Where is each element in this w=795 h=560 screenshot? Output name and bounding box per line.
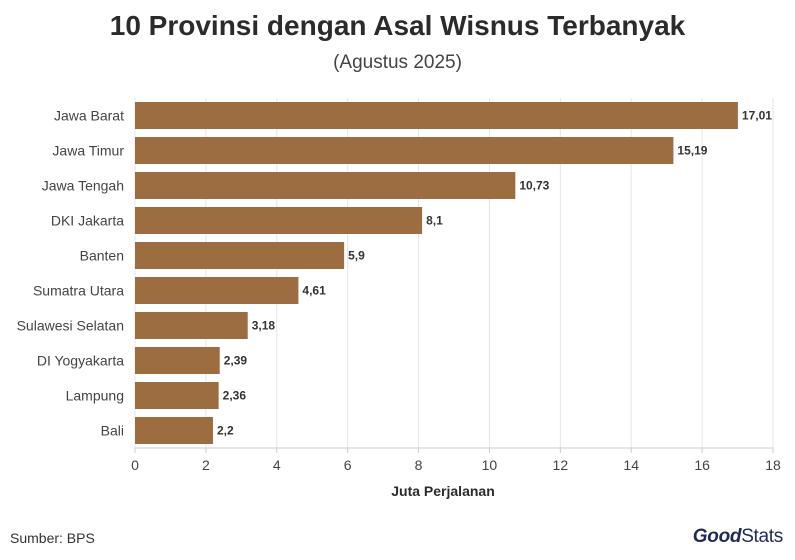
bar-bali <box>135 417 213 444</box>
category-label: DI Yogyakarta <box>37 353 124 369</box>
bar-jawa-tengah <box>135 172 516 199</box>
x-tick-label: 0 <box>131 457 139 473</box>
category-label: Lampung <box>66 388 124 404</box>
category-label: Jawa Barat <box>54 108 124 124</box>
bar-di-yogyakarta <box>135 347 220 374</box>
x-tick-label: 16 <box>694 457 710 473</box>
category-label: Bali <box>101 423 124 439</box>
x-tick-label: 10 <box>482 457 498 473</box>
x-tick-label: 12 <box>553 457 569 473</box>
category-label: Sulawesi Selatan <box>17 318 124 334</box>
bar-sulawesi-selatan <box>135 312 248 339</box>
category-label: Jawa Tengah <box>42 178 124 194</box>
goodstats-logo: GoodStats <box>692 526 784 548</box>
bar-sumatra-utara <box>135 277 299 304</box>
x-tick-label: 8 <box>415 457 423 473</box>
x-tick-label: 18 <box>765 457 781 473</box>
x-tick-label: 6 <box>344 457 352 473</box>
bar-jawa-timur <box>135 137 674 164</box>
value-label: 4,61 <box>302 284 326 298</box>
category-label: Sumatra Utara <box>33 283 124 299</box>
category-label: Jawa Timur <box>52 143 124 159</box>
logo-text-good: Good <box>692 526 742 547</box>
bar-banten <box>135 242 345 269</box>
value-label: 2,2 <box>217 424 234 438</box>
x-axis-ticks: 0 2 4 6 8 10 12 14 16 18 <box>131 448 781 473</box>
value-label: 10,73 <box>519 179 549 193</box>
bars <box>135 102 738 444</box>
value-label: 15,19 <box>677 144 707 158</box>
source-note: Sumber: BPS <box>10 530 95 546</box>
x-tick-label: 4 <box>273 457 281 473</box>
category-label: Banten <box>80 248 124 264</box>
value-label: 2,36 <box>223 389 247 403</box>
value-label: 3,18 <box>252 319 276 333</box>
x-tick-label: 14 <box>623 457 639 473</box>
value-label: 17,01 <box>742 109 772 123</box>
bar-jawa-barat <box>135 102 738 129</box>
x-tick-label: 2 <box>202 457 210 473</box>
bar-lampung <box>135 382 219 409</box>
x-axis-label: Juta Perjalanan <box>391 483 495 499</box>
category-label: DKI Jakarta <box>51 213 124 229</box>
category-labels: Jawa Barat Jawa Timur Jawa Tengah DKI Jakar… <box>17 108 125 439</box>
chart-subtitle: (Agustus 2025) <box>333 52 462 73</box>
value-label: 5,9 <box>348 249 365 263</box>
logo-text-stats: Stats <box>741 526 783 547</box>
bar-dki-jakarta <box>135 207 423 234</box>
value-label: 2,39 <box>224 354 248 368</box>
chart-title: 10 Provinsi dengan Asal Wisnus Terbanyak <box>109 10 686 41</box>
value-label: 8,1 <box>426 214 443 228</box>
value-labels: 17,01 15,19 10,73 8,1 5,9 4,61 3,18 2,39 2,36 2,2 <box>217 109 772 438</box>
